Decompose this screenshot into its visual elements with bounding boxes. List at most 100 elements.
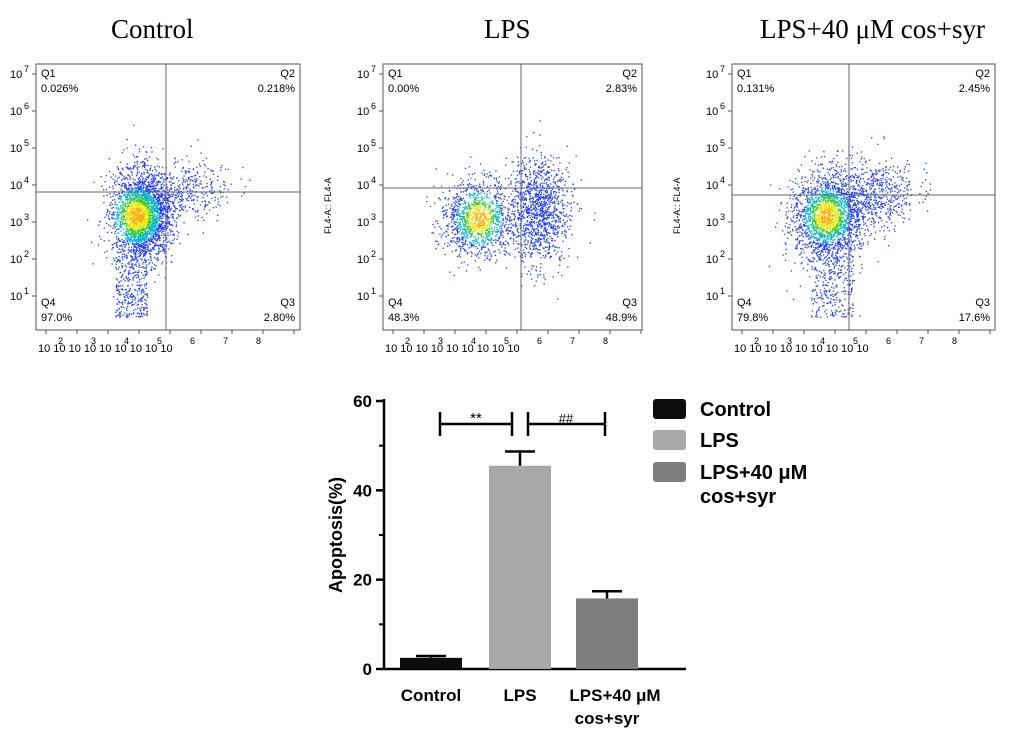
- scatter-point: [138, 207, 140, 210]
- scatter-point: [157, 211, 159, 213]
- scatter-point: [156, 184, 158, 186]
- scatter-point: [554, 176, 556, 178]
- scatter-point: [148, 259, 150, 261]
- scatter-point: [134, 227, 136, 229]
- scatter-point: [158, 201, 160, 203]
- scatter-point: [158, 215, 161, 218]
- scatter-point: [549, 203, 551, 205]
- scatter-point: [462, 243, 464, 245]
- scatter-point: [502, 222, 504, 224]
- scatter-point: [139, 207, 141, 210]
- scatter-point: [145, 198, 147, 201]
- scatter-point: [125, 316, 128, 318]
- scatter-point: [500, 198, 502, 200]
- scatter-point: [179, 184, 181, 186]
- scatter-point: [138, 177, 140, 179]
- scatter-point: [564, 235, 567, 237]
- scatter-point: [536, 211, 538, 214]
- scatter-point: [137, 307, 139, 309]
- scatter-point: [484, 240, 487, 242]
- scatter-point: [139, 213, 141, 215]
- scatter-point: [495, 217, 497, 220]
- scatter-point: [437, 220, 439, 222]
- scatter-point: [177, 232, 180, 234]
- scatter-point: [483, 174, 485, 176]
- scatter-point: [148, 227, 150, 229]
- scatter-point: [489, 239, 492, 242]
- scatter-point: [140, 313, 143, 315]
- scatter-point: [464, 241, 467, 243]
- scatter-point: [143, 164, 146, 166]
- scatter-point: [127, 204, 129, 206]
- scatter-point: [149, 169, 151, 172]
- scatter-point: [156, 234, 158, 236]
- scatter-point: [523, 203, 526, 205]
- scatter-point: [135, 276, 137, 279]
- scatter-point: [475, 209, 477, 211]
- scatter-point: [146, 176, 148, 178]
- scatter-point: [468, 166, 470, 168]
- scatter-point: [473, 227, 475, 229]
- scatter-point: [114, 223, 116, 225]
- scatter-point: [121, 213, 123, 215]
- scatter-point: [145, 283, 148, 286]
- scatter-point: [137, 221, 139, 223]
- scatter-point: [446, 209, 448, 211]
- scatter-point: [134, 212, 136, 214]
- scatter-point: [475, 229, 477, 231]
- scatter-point: [473, 200, 475, 202]
- scatter-point: [496, 218, 498, 221]
- scatter-point: [116, 286, 118, 289]
- scatter-point: [446, 225, 448, 227]
- scatter-point: [167, 208, 169, 211]
- scatter-point: [144, 233, 146, 236]
- scatter-point: [115, 218, 117, 221]
- scatter-point: [119, 285, 121, 287]
- scatter-point: [135, 238, 137, 241]
- scatter-point: [125, 185, 127, 188]
- scatter-point: [137, 204, 139, 206]
- scatter-point: [141, 233, 144, 235]
- scatter-point: [129, 223, 131, 225]
- scatter-point: [142, 212, 144, 214]
- scatter-point: [477, 238, 479, 240]
- scatter-point: [155, 258, 158, 260]
- scatter-point: [562, 214, 564, 216]
- scatter-point: [210, 169, 212, 171]
- scatter-point: [223, 188, 225, 190]
- scatter-point: [452, 196, 455, 199]
- scatter-point: [149, 262, 151, 264]
- scatter-point: [145, 299, 147, 302]
- scatter-point: [154, 205, 156, 207]
- scatter-point: [134, 194, 137, 196]
- scatter-point: [223, 181, 225, 184]
- scatter-point: [529, 231, 531, 234]
- scatter-point: [470, 186, 472, 188]
- scatter-point: [541, 182, 543, 184]
- scatter-point: [462, 247, 465, 250]
- scatter-point: [191, 176, 193, 178]
- scatter-point: [163, 199, 166, 202]
- scatter-point: [481, 240, 483, 242]
- scatter-point: [491, 237, 493, 240]
- scatter-point: [158, 237, 160, 240]
- scatter-point: [135, 247, 137, 249]
- scatter-point: [474, 211, 477, 214]
- scatter-point: [468, 208, 471, 211]
- scatter-point: [486, 215, 488, 217]
- scatter-point: [487, 202, 489, 205]
- scatter-point: [113, 259, 116, 262]
- scatter-point: [157, 229, 160, 231]
- scatter-point: [138, 271, 140, 274]
- scatter-point: [501, 204, 503, 207]
- scatter-point: [152, 192, 154, 194]
- scatter-point: [465, 239, 467, 241]
- scatter-point: [161, 227, 163, 230]
- scatter-point: [477, 206, 480, 209]
- scatter-point: [144, 259, 146, 261]
- scatter-point: [142, 184, 144, 186]
- scatter-point: [450, 226, 452, 228]
- scatter-point: [146, 224, 149, 226]
- scatter-point: [476, 213, 478, 215]
- scatter-point: [472, 231, 474, 233]
